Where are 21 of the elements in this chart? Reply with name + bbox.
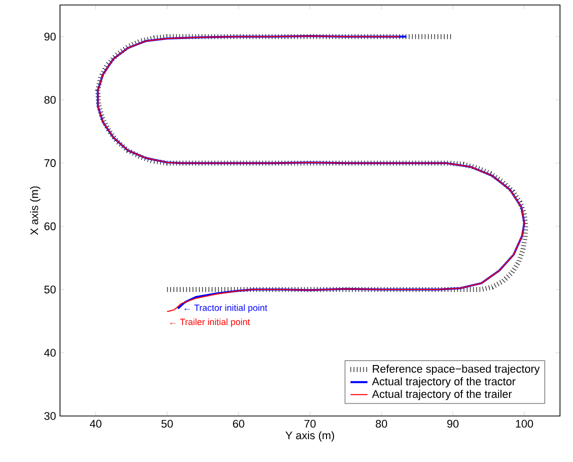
x-tick-label: 90: [447, 420, 459, 428]
y-tick-label: 60: [44, 222, 56, 230]
y-tick-label: 80: [44, 96, 56, 104]
x-tick-label: 50: [161, 420, 173, 428]
legend-label: Reference space−based trajectory: [372, 364, 540, 375]
y-axis-title: X axis (m): [30, 186, 40, 235]
x-tick-label: 70: [304, 420, 316, 428]
annotation: ← Trailer initial point: [170, 318, 250, 327]
y-tick-label: 40: [44, 348, 56, 357]
y-tick-label: 90: [44, 32, 56, 41]
x-tick-label: 100: [516, 420, 534, 428]
y-tick-label: 30: [44, 412, 56, 420]
legend-label: Actual trajectory of the trailer: [372, 390, 512, 400]
annotation: ← Tractor initial point: [184, 304, 268, 313]
legend-label: Actual trajectory of the tractor: [372, 377, 516, 388]
x-tick-label: 80: [376, 420, 388, 428]
y-tick-label: 50: [44, 286, 56, 294]
x-tick-label: 40: [90, 420, 102, 428]
y-tick-label: 70: [44, 159, 56, 167]
x-tick-label: 60: [233, 420, 244, 428]
x-axis-title: Y axis (m): [285, 431, 334, 442]
